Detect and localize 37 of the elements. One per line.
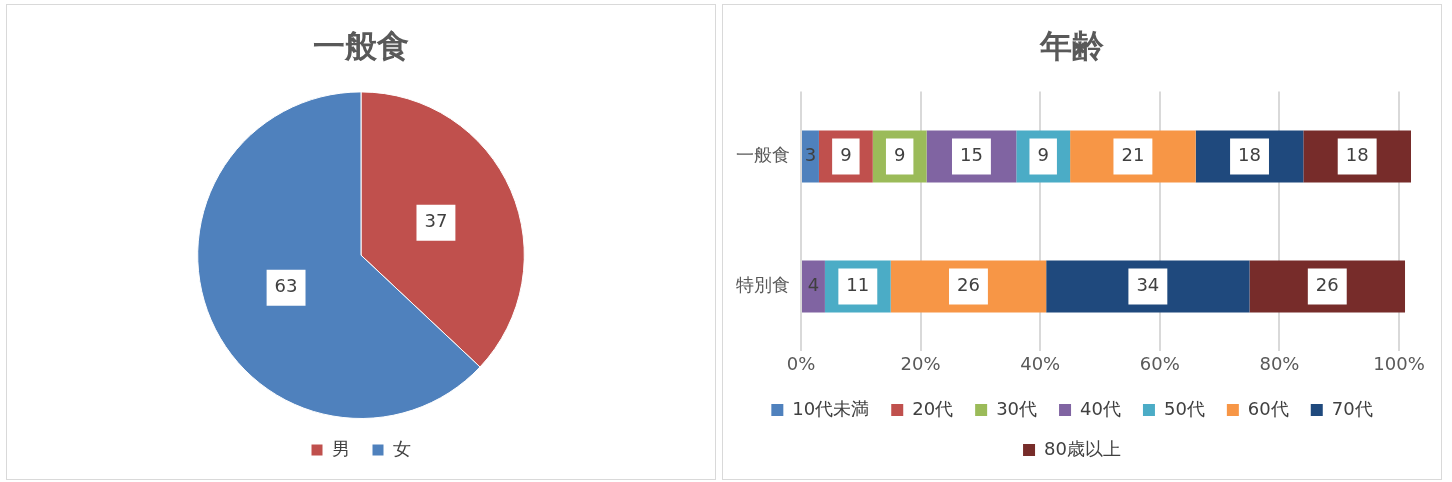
x-tick-label: 80% (1259, 352, 1300, 374)
bar (802, 130, 819, 183)
data-label: 21 (1121, 144, 1145, 166)
data-label: 9 (840, 144, 852, 166)
data-label: 63 (274, 275, 298, 297)
x-tick-label: 100% (1373, 352, 1425, 374)
x-tick-label: 0% (786, 352, 816, 374)
legend-label: 20代 (912, 397, 954, 419)
data-label: 18 (1345, 144, 1369, 166)
legend-label: 男 (332, 437, 350, 459)
legend-label: 60代 (1247, 397, 1289, 419)
chart-title: 年齢 (1039, 26, 1104, 65)
data-label: 37 (424, 210, 448, 232)
data-label: 4 (807, 274, 820, 296)
data-label: 34 (1136, 274, 1160, 296)
x-tick-label: 60% (1139, 352, 1180, 374)
data-label: 3 (804, 144, 817, 166)
data-label: 15 (959, 144, 983, 166)
data-label: 18 (1238, 144, 1261, 166)
x-tick-label: 20% (900, 352, 941, 374)
legend-label: 50代 (1163, 397, 1205, 419)
legend-label: 女 (393, 437, 411, 459)
x-tick-label: 40% (1020, 352, 1061, 374)
legend-label: 70代 (1331, 397, 1373, 419)
data-label: 9 (893, 144, 906, 166)
data-label: 26 (1315, 274, 1339, 296)
data-label: 26 (957, 274, 980, 296)
bar (802, 260, 825, 313)
legend-label: 30代 (996, 397, 1038, 419)
data-label: 9 (1037, 144, 1049, 166)
chart-title: 一般食 (313, 26, 409, 65)
bar (1046, 260, 1250, 313)
legend-label: 40代 (1080, 397, 1121, 419)
data-label: 11 (846, 274, 870, 296)
legend-label: 80歳以上 (1044, 437, 1121, 459)
legend-label: 10代未満 (792, 397, 870, 419)
y-tick-label: 特別食 (736, 274, 790, 296)
